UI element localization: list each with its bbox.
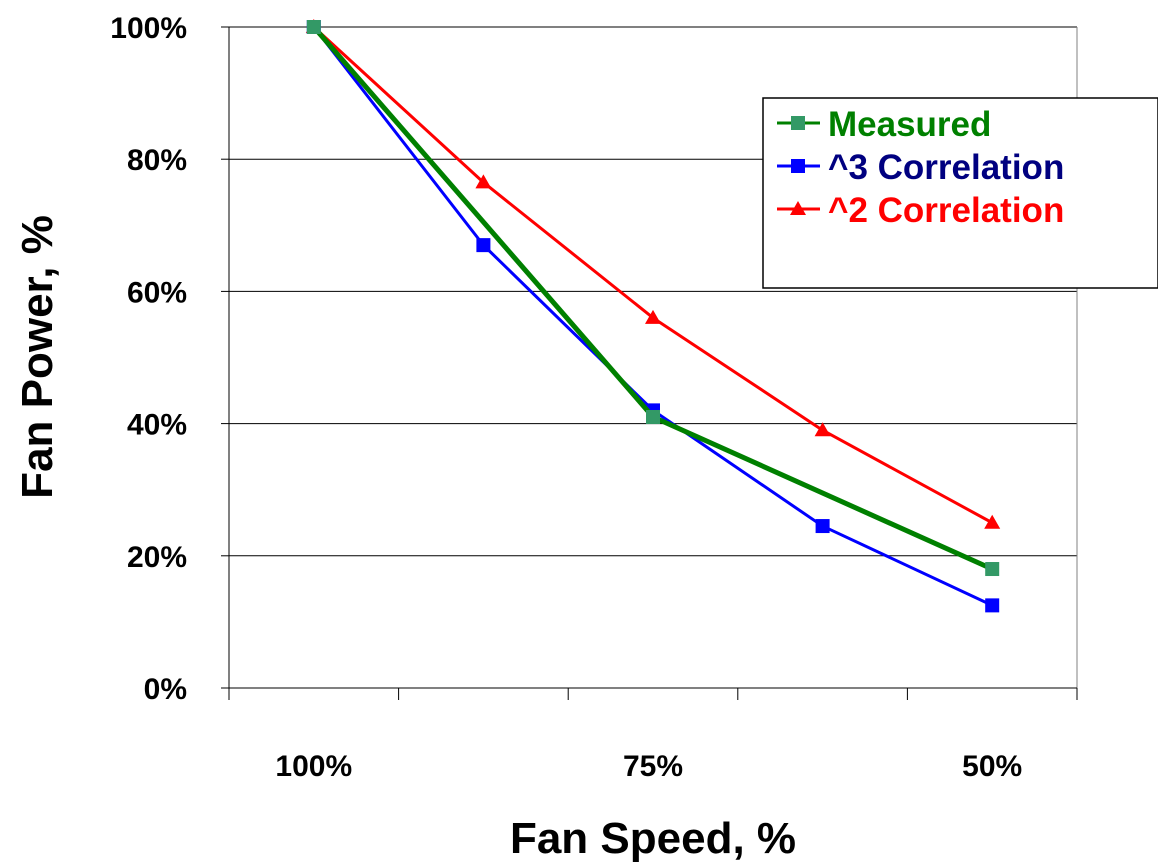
data-point-marker <box>791 116 805 130</box>
legend-item: ^2 Correlation <box>777 191 1064 230</box>
y-tick-label: 80% <box>127 144 187 177</box>
y-axis-title: Fan Power, % <box>13 215 62 499</box>
data-point-marker <box>790 201 806 215</box>
data-point-marker <box>645 309 661 324</box>
data-point-marker <box>815 519 830 534</box>
legend-label: Measured <box>828 105 991 144</box>
y-tick-label: 100% <box>110 12 187 45</box>
y-tick-label: 20% <box>127 541 187 574</box>
y-tick-label: 40% <box>127 409 187 442</box>
y-tick-label: 60% <box>127 276 187 309</box>
data-point-marker <box>985 598 1000 613</box>
legend-item: Measured <box>777 105 991 144</box>
data-point-marker <box>476 238 491 253</box>
data-point-marker <box>475 174 492 189</box>
legend-item: ^3 Correlation <box>777 148 1064 187</box>
x-tick-label: 75% <box>623 750 683 783</box>
tick-labels: 0% 20% 40% 60% 80% 100% 100% 75% 50% <box>110 12 1022 783</box>
axes <box>221 26 1078 700</box>
x-tick-label: 100% <box>275 750 352 783</box>
x-tick-label: 50% <box>962 750 1022 783</box>
y-tick-label: 0% <box>144 673 187 706</box>
data-point-marker <box>791 159 805 173</box>
x-axis-title: Fan Speed, % <box>510 814 796 863</box>
series-measured <box>306 20 1000 577</box>
data-point-marker <box>985 562 1000 577</box>
data-point-marker <box>306 20 321 34</box>
legend-label: ^3 Correlation <box>828 148 1064 187</box>
legend-label: ^2 Correlation <box>828 191 1064 230</box>
legend: Measured ^3 Correlation ^2 Correlation <box>762 97 1158 289</box>
data-point-marker <box>646 409 660 424</box>
data-point-marker <box>984 514 1001 529</box>
series <box>305 19 1001 613</box>
legend-box <box>762 97 1158 289</box>
data-point-marker <box>814 422 831 437</box>
